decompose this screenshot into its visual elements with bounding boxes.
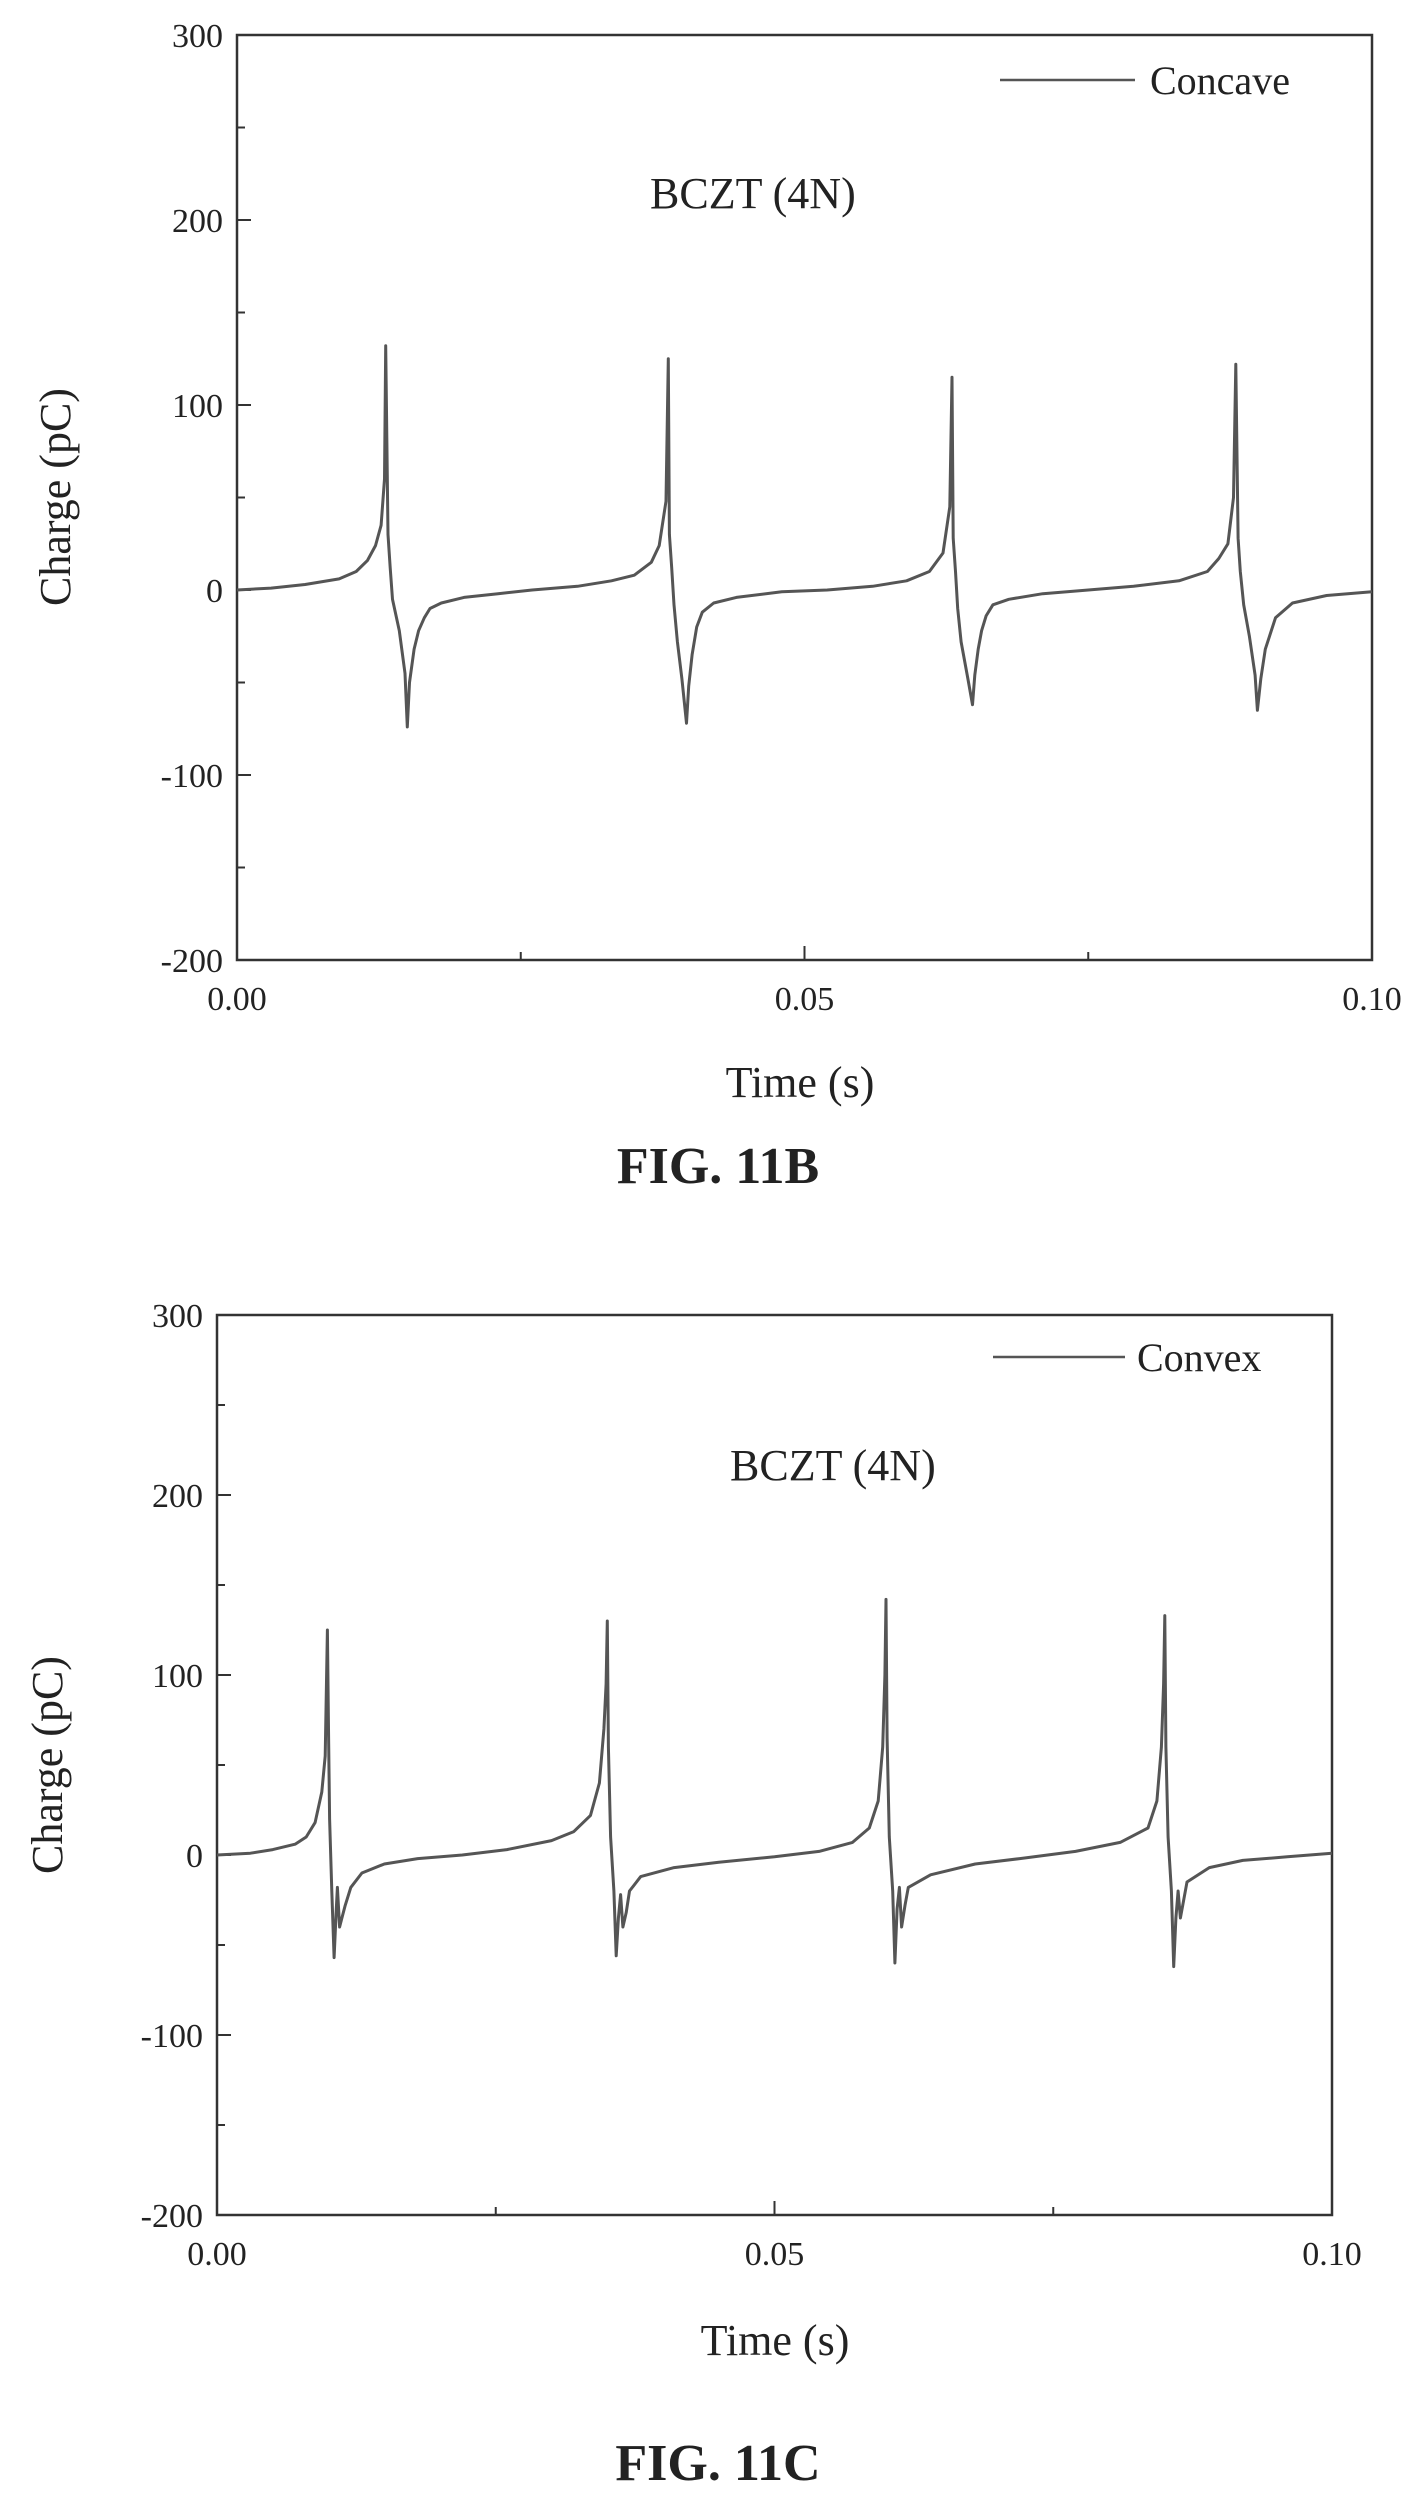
series-line-convex — [216, 1597, 1333, 1969]
chart-annotation: BCZT (4N) — [650, 169, 856, 218]
y-axis-label: Charge (pC) — [31, 388, 80, 606]
x-axis-ticks: 0.00 0.05 0.10 — [187, 2201, 1362, 2273]
series-line-concave — [236, 344, 1373, 729]
y-tick-label: 200 — [152, 1478, 203, 1515]
x-tick-label: 0.05 — [745, 2236, 805, 2273]
legend: Convex — [993, 1335, 1261, 1380]
legend-label: Convex — [1137, 1335, 1261, 1380]
y-tick-label: 0 — [206, 573, 223, 610]
figure-caption-11b: FIG. 11B — [617, 1138, 819, 1195]
x-axis-label: Time (s) — [701, 2316, 850, 2365]
legend: Concave — [1000, 58, 1290, 103]
y-axis-ticks: -200 -100 0 100 200 300 — [161, 18, 251, 980]
y-tick-label: -100 — [161, 758, 223, 795]
chart-annotation: BCZT (4N) — [730, 1441, 936, 1490]
x-axis-label: Time (s) — [726, 1058, 875, 1107]
x-tick-label: 0.00 — [187, 2236, 247, 2273]
y-tick-label: 0 — [186, 1838, 203, 1875]
y-axis-label: Charge (pC) — [23, 1656, 72, 1874]
chart-fig-11c: -200 -100 0 100 200 300 0.00 0.05 0.10 Convex B… — [23, 1298, 1362, 2365]
x-tick-label: 0.00 — [207, 981, 267, 1018]
y-tick-label: -200 — [161, 943, 223, 980]
y-axis-ticks: -200 -100 0 100 200 300 — [141, 1298, 231, 2235]
y-tick-label: -100 — [141, 2018, 203, 2055]
y-tick-label: 200 — [172, 203, 223, 240]
y-tick-label: 300 — [152, 1298, 203, 1335]
legend-label: Concave — [1150, 58, 1290, 103]
x-axis-ticks: 0.00 0.05 0.10 — [207, 946, 1402, 1018]
x-tick-label: 0.05 — [775, 981, 835, 1018]
x-tick-label: 0.10 — [1342, 981, 1402, 1018]
x-tick-label: 0.10 — [1302, 2236, 1362, 2273]
y-tick-label: 100 — [172, 388, 223, 425]
y-tick-label: 100 — [152, 1658, 203, 1695]
y-tick-label: 300 — [172, 18, 223, 55]
figure-caption-11c: FIG. 11C — [615, 2435, 820, 2492]
y-tick-label: -200 — [141, 2198, 203, 2235]
